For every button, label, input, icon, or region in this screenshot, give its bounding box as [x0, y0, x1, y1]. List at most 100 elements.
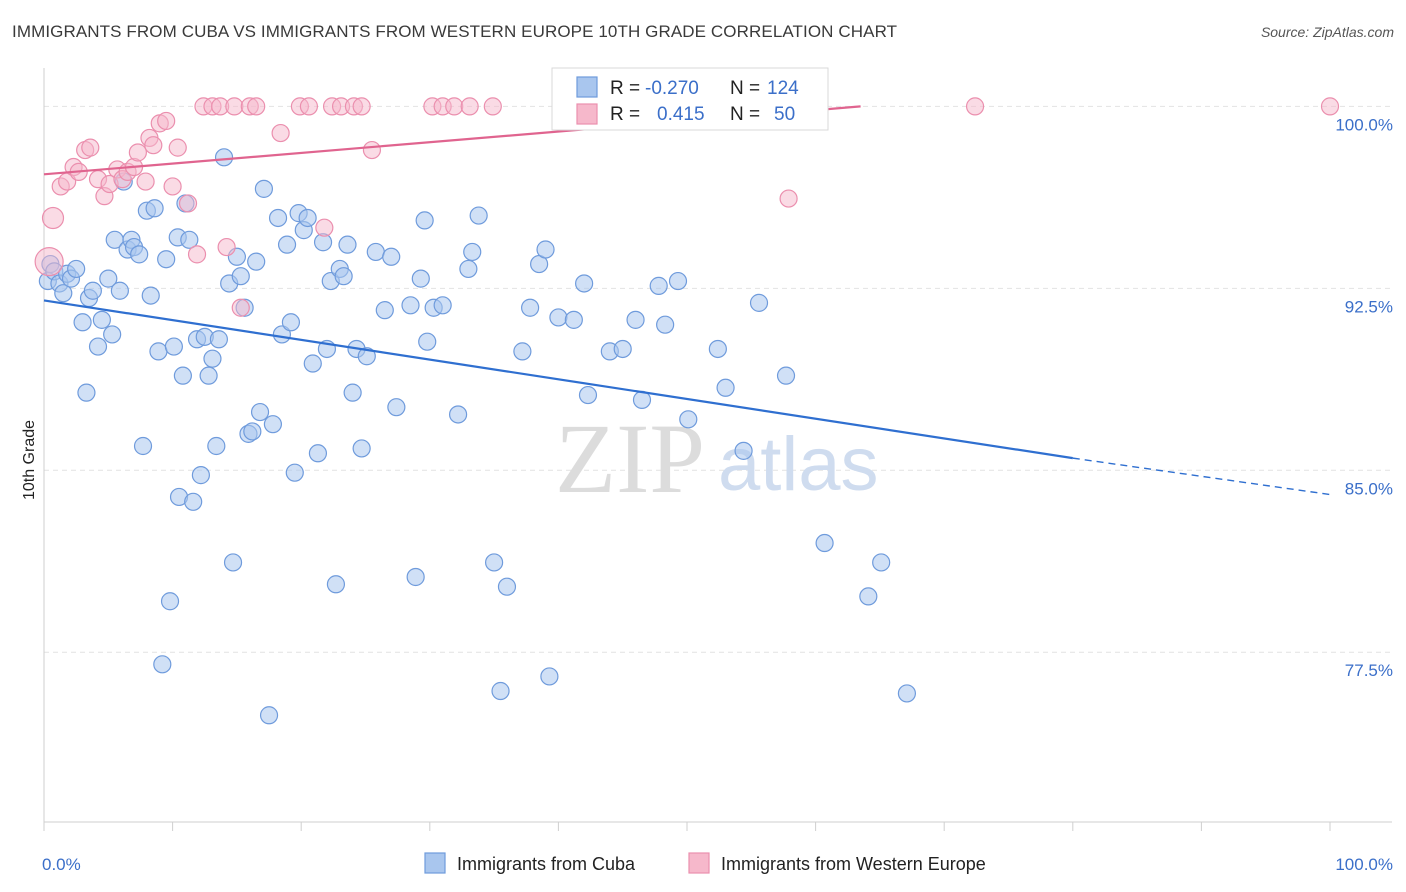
- data-point-cuba: [209, 330, 228, 349]
- bottom-legend-label-western-europe: Immigrants from Western Europe: [721, 854, 986, 874]
- legend-r-label-1: R =: [610, 78, 640, 99]
- data-point-western-europe: [163, 177, 182, 196]
- data-point-cuba: [103, 325, 122, 344]
- data-point-cuba: [110, 281, 129, 300]
- data-point-cuba: [145, 199, 164, 218]
- data-point-cuba: [679, 410, 698, 429]
- data-point-cuba: [578, 385, 598, 405]
- data-point-cuba: [540, 667, 559, 686]
- grid-lines: [44, 105, 1392, 653]
- data-point-cuba: [223, 553, 243, 572]
- correlation-legend: R = -0.270 N = 124 R = 0.415 N = 50: [551, 67, 829, 131]
- legend-r-value-1: -0.270: [645, 78, 699, 99]
- data-point-cuba: [375, 301, 394, 320]
- data-point-western-europe: [779, 189, 798, 208]
- watermark: ZIP atlas: [555, 403, 879, 514]
- y-tick-label: 100.0%: [1335, 115, 1393, 134]
- watermark-atlas: atlas: [718, 422, 879, 507]
- data-point-western-europe: [362, 140, 382, 160]
- legend-r-value-2: 0.415: [657, 104, 705, 125]
- data-point-cuba: [668, 271, 688, 291]
- trend-line-cuba: [43, 299, 1073, 460]
- data-point-western-europe: [1320, 97, 1340, 116]
- y-tick-label: 92.5%: [1345, 297, 1393, 316]
- data-point-western-europe: [483, 97, 502, 116]
- data-point-cuba: [130, 245, 149, 264]
- data-point-cuba: [469, 206, 488, 225]
- data-point-cuba: [231, 267, 250, 286]
- data-point-cuba: [897, 684, 917, 703]
- data-point-cuba: [54, 284, 73, 303]
- data-point-cuba: [352, 439, 371, 458]
- data-point-western-europe: [299, 97, 319, 116]
- data-point-cuba: [549, 308, 568, 327]
- data-point-cuba: [334, 267, 353, 286]
- data-point-cuba: [656, 315, 675, 334]
- data-point-cuba: [281, 313, 301, 332]
- data-point-cuba: [133, 436, 153, 456]
- data-point-western-europe: [168, 138, 187, 157]
- data-point-cuba: [513, 342, 532, 361]
- data-point-cuba: [191, 466, 210, 485]
- data-point-western-europe: [157, 111, 176, 131]
- data-point-cuba: [459, 259, 478, 279]
- data-point-cuba: [164, 337, 183, 356]
- data-point-cuba: [180, 230, 199, 249]
- data-point-cuba: [157, 250, 176, 269]
- data-point-cuba: [338, 235, 357, 254]
- legend-n-label-1: N =: [730, 78, 760, 99]
- data-point-cuba: [357, 347, 376, 366]
- data-point-cuba: [203, 349, 222, 368]
- y-axis-label: 10th Grade: [21, 420, 38, 500]
- legend-n-label-2: N =: [730, 104, 760, 125]
- legend-r-label-2: R =: [610, 104, 640, 125]
- data-point-cuba: [67, 259, 86, 279]
- source-label: Source: ZipAtlas.com: [1260, 24, 1394, 40]
- bottom-legend-swatch-cuba: [424, 852, 446, 874]
- data-point-western-europe: [144, 136, 163, 155]
- data-point-cuba: [263, 415, 283, 434]
- data-point-cuba: [250, 402, 270, 422]
- data-point-cuba: [160, 592, 180, 611]
- data-point-western-europe: [271, 123, 290, 143]
- legend-swatch-cuba: [576, 76, 598, 98]
- data-point-cuba: [343, 383, 362, 402]
- data-point-cuba: [326, 575, 346, 594]
- data-point-cuba: [626, 310, 645, 329]
- data-point-cuba: [564, 310, 583, 329]
- bottom-legend-label-cuba: Immigrants from Cuba: [457, 854, 636, 874]
- data-point-western-europe: [247, 97, 266, 116]
- data-point-cuba: [153, 655, 172, 674]
- data-point-cuba: [277, 235, 297, 254]
- data-point-western-europe: [81, 138, 100, 157]
- data-point-cuba: [207, 436, 226, 456]
- data-point-cuba: [259, 706, 279, 725]
- data-point-cuba: [382, 247, 401, 266]
- y-tick-label: 77.5%: [1345, 661, 1393, 680]
- data-point-cuba: [141, 286, 160, 305]
- data-point-cuba: [92, 310, 111, 329]
- data-point-western-europe: [136, 172, 155, 191]
- data-point-western-europe: [34, 247, 64, 277]
- data-point-western-europe: [445, 97, 464, 116]
- data-point-cuba: [214, 148, 234, 167]
- data-point-cuba: [418, 332, 437, 351]
- data-point-western-europe: [41, 206, 65, 230]
- data-point-western-europe: [225, 97, 244, 116]
- data-point-western-europe: [178, 194, 198, 213]
- data-point-cuba: [411, 269, 430, 288]
- data-point-cuba: [401, 296, 420, 315]
- data-point-western-europe: [965, 97, 985, 116]
- data-point-western-europe: [352, 97, 371, 116]
- data-point-cuba: [184, 492, 203, 511]
- data-point-cuba: [406, 567, 425, 587]
- data-point-cuba: [173, 366, 192, 385]
- data-point-cuba: [88, 337, 108, 356]
- data-point-cuba: [73, 313, 92, 332]
- data-point-cuba: [613, 339, 632, 359]
- data-point-cuba: [303, 354, 322, 373]
- tick-labels: 100.0% 92.5% 85.0% 77.5% 0.0% 100.0%: [42, 115, 1393, 874]
- data-point-cuba: [415, 211, 434, 230]
- data-point-cuba: [366, 242, 385, 262]
